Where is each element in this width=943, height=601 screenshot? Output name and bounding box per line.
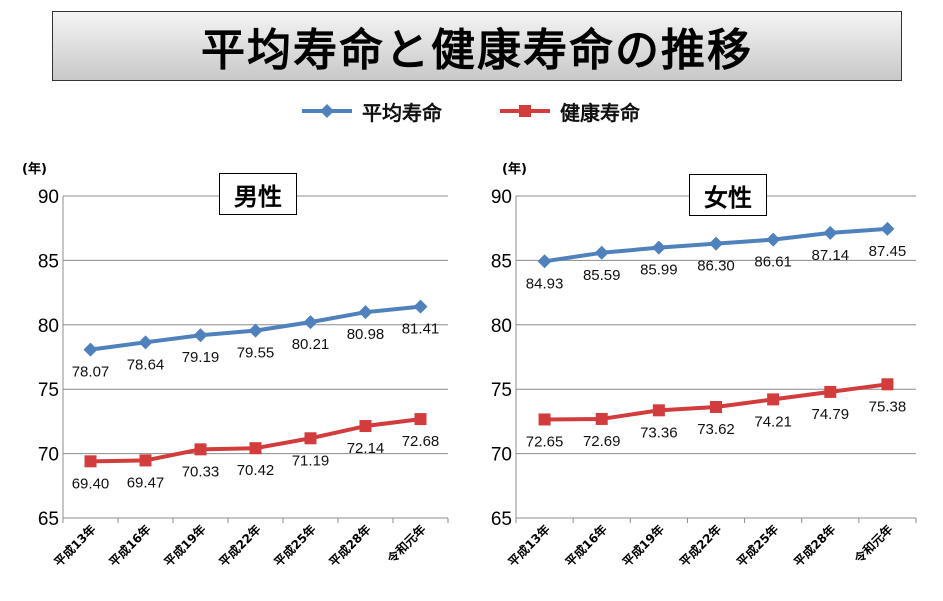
x-tick-label: 平成16年 [106, 522, 154, 570]
data-point-diamond [766, 232, 781, 247]
legend: 平均寿命 健康寿命 [0, 94, 943, 128]
data-label: 72.65 [526, 433, 564, 450]
data-point-diamond [709, 236, 723, 251]
data-label: 69.47 [127, 474, 165, 491]
data-point-square [304, 432, 317, 445]
legend-item-average-life: 平均寿命 [300, 94, 442, 128]
y-tick-label: 65 [38, 509, 59, 530]
data-label: 80.98 [347, 326, 385, 343]
data-point-square [359, 420, 372, 433]
data-point-square [767, 393, 780, 406]
data-label: 85.99 [640, 262, 678, 279]
legend-square-marker-icon [500, 105, 550, 117]
panel-title-male: 男性 [219, 173, 297, 215]
x-tick-label: 平成25年 [271, 522, 319, 570]
data-label: 72.68 [402, 433, 440, 450]
y-tick-label: 75 [38, 380, 59, 401]
data-point-diamond [880, 221, 895, 236]
data-label: 87.45 [869, 243, 907, 260]
data-label: 81.41 [402, 321, 440, 338]
data-label: 80.21 [292, 336, 330, 353]
data-label: 74.21 [754, 413, 792, 430]
data-label: 70.33 [182, 463, 220, 480]
data-label: 73.62 [697, 421, 735, 438]
x-tick-label: 平成13年 [505, 522, 553, 570]
legend-label-average-life: 平均寿命 [362, 100, 442, 125]
data-point-square [824, 385, 837, 398]
x-tick-label: 平成19年 [619, 522, 667, 570]
data-point-square [538, 413, 551, 426]
y-tick-label: 70 [38, 445, 59, 466]
legend-diamond-marker-icon [302, 104, 352, 118]
main-title-box: 平均寿命と健康寿命の推移 [52, 11, 902, 81]
y-tick-label: 70 [491, 445, 512, 466]
data-label: 75.38 [869, 398, 907, 415]
x-tick-label: 平成19年 [161, 522, 209, 570]
data-point-square [414, 413, 427, 426]
data-label: 86.61 [754, 254, 792, 271]
data-point-diamond [651, 240, 666, 255]
y-tick-label: 80 [491, 316, 512, 337]
x-tick-label: 平成25年 [733, 522, 781, 570]
data-label: 78.07 [72, 364, 110, 381]
data-label: 86.30 [697, 258, 735, 275]
x-tick-label: 平成16年 [562, 522, 610, 570]
y-axis-unit-label: (年) [22, 161, 47, 177]
data-label: 69.40 [72, 475, 110, 492]
data-point-diamond [413, 299, 428, 314]
y-tick-label: 75 [491, 380, 512, 401]
data-label: 84.93 [526, 275, 564, 292]
data-point-diamond [358, 305, 373, 320]
data-point-diamond [537, 254, 552, 269]
data-label: 70.42 [237, 462, 275, 479]
data-point-diamond [193, 328, 208, 343]
legend-item-healthy-life: 健康寿命 [498, 94, 640, 128]
data-point-diamond [138, 335, 153, 350]
y-tick-label: 90 [491, 187, 512, 208]
data-point-diamond [83, 342, 98, 357]
data-point-diamond [823, 225, 838, 240]
y-tick-label: 65 [491, 509, 512, 530]
data-point-square [710, 400, 722, 413]
x-tick-label: 平成28年 [326, 522, 374, 570]
data-label: 78.64 [127, 356, 165, 373]
data-point-diamond [594, 245, 609, 260]
y-tick-label: 80 [38, 316, 59, 337]
x-tick-label: 平成22年 [676, 522, 724, 570]
data-point-square [652, 404, 665, 417]
main-title: 平均寿命と健康寿命の推移 [201, 25, 753, 76]
data-point-square [249, 442, 262, 455]
data-label: 74.79 [812, 406, 850, 423]
y-axis-unit-label: (年) [502, 161, 527, 177]
data-label: 73.36 [640, 424, 678, 441]
data-label: 85.59 [583, 267, 621, 284]
legend-label-healthy-life: 健康寿命 [560, 100, 640, 125]
data-label: 79.55 [237, 345, 275, 362]
data-point-square [84, 455, 97, 468]
y-tick-label: 85 [491, 251, 512, 272]
y-tick-label: 85 [38, 251, 59, 272]
data-point-diamond [303, 315, 318, 330]
y-tick-label: 90 [38, 187, 59, 208]
x-tick-label: 平成28年 [791, 522, 839, 570]
data-point-square [881, 378, 894, 391]
panel-title-female: 女性 [689, 174, 767, 216]
data-label: 71.19 [292, 452, 330, 469]
x-tick-label: 平成22年 [216, 522, 264, 570]
data-label: 79.19 [182, 349, 220, 366]
x-tick-label: 令和元年 [383, 522, 428, 567]
data-label: 72.14 [347, 440, 385, 457]
data-point-square [595, 412, 608, 425]
data-label: 72.69 [583, 433, 621, 450]
data-point-square [139, 454, 152, 467]
data-point-diamond [248, 323, 263, 338]
x-tick-label: 令和元年 [850, 522, 895, 567]
data-point-square [194, 443, 207, 456]
data-label: 87.14 [812, 247, 850, 264]
chart-female: 90 85 80 75 70 65 (年) 平成13年 平成16年 平成19年 平成22年 平成25年… [491, 161, 917, 570]
